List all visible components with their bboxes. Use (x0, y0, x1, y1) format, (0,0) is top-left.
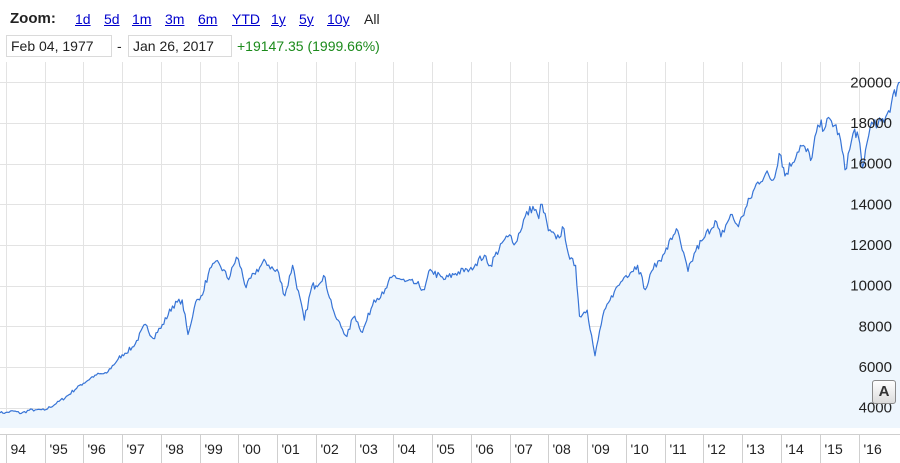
zoom-ytd-link[interactable]: YTD (232, 11, 260, 27)
y-tick-label-2: 8000 (859, 318, 892, 335)
y-tick-label-1: 6000 (859, 359, 892, 376)
x-tick-label-17: '11 (670, 441, 687, 457)
x-tick-label-12: '06 (476, 441, 494, 457)
change-value: +19147.35 (1999.66%) (237, 38, 380, 54)
x-tick-label-8: '02 (321, 441, 339, 457)
x-tick-label-11: '05 (437, 441, 455, 457)
zoom-10y-link[interactable]: 10y (327, 11, 350, 27)
x-tick-label-14: '08 (553, 441, 571, 457)
range-toolbar: Zoom: 1d 5d 1m 3m 6m YTD 1y 5y 10y All F… (0, 0, 900, 62)
x-tick-label-21: '15 (825, 441, 843, 457)
zoom-label: Zoom: (10, 10, 56, 27)
x-tick-label-22: '16 (864, 441, 882, 457)
x-tick-label-7: '01 (282, 441, 300, 457)
zoom-1m-link[interactable]: 1m (132, 11, 152, 27)
zoom-6m-link[interactable]: 6m (198, 11, 218, 27)
y-tick-label-5: 14000 (850, 196, 892, 213)
annotation-button[interactable]: A (872, 380, 896, 404)
x-tick-label-5: '99 (205, 441, 223, 457)
x-tick-label-1: '95 (50, 441, 68, 457)
zoom-1y-link[interactable]: 1y (271, 11, 286, 27)
x-tick-label-19: '13 (747, 441, 765, 457)
x-tick-label-3: '97 (127, 441, 145, 457)
date-from-field[interactable]: Feb 04, 1977 (6, 35, 112, 57)
x-tick-label-20: '14 (786, 441, 804, 457)
date-range-separator: - (117, 38, 122, 54)
series-area-fill (0, 82, 900, 429)
x-tick-label-6: '00 (243, 441, 261, 457)
x-tick-label-10: '04 (398, 441, 416, 457)
y-tick-label-8: 20000 (850, 74, 892, 91)
x-tick-label-13: '07 (515, 441, 533, 457)
chart-area: 4000600080001000012000140001600018000200… (0, 62, 900, 463)
x-tick-label-2: '96 (88, 441, 106, 457)
x-tick-label-16: '10 (631, 441, 649, 457)
zoom-3m-link[interactable]: 3m (165, 11, 185, 27)
zoom-5d-link[interactable]: 5d (104, 11, 120, 27)
zoom-1d-link[interactable]: 1d (75, 11, 91, 27)
series-line (0, 81, 900, 415)
y-tick-label-3: 10000 (850, 278, 892, 295)
zoom-5y-link[interactable]: 5y (299, 11, 314, 27)
x-axis-band (0, 434, 900, 463)
x-tick-label-15: '09 (592, 441, 610, 457)
y-tick-label-4: 12000 (850, 237, 892, 254)
y-tick-label-6: 16000 (850, 156, 892, 173)
x-tick-label-18: '12 (708, 441, 726, 457)
y-tick-label-7: 18000 (850, 115, 892, 132)
x-tick-label-0: 94 (11, 441, 27, 457)
date-to-field[interactable]: Jan 26, 2017 (128, 35, 232, 57)
x-tick-label-9: '03 (360, 441, 378, 457)
x-tick-label-4: '98 (166, 441, 184, 457)
zoom-all-selected[interactable]: All (364, 11, 380, 27)
